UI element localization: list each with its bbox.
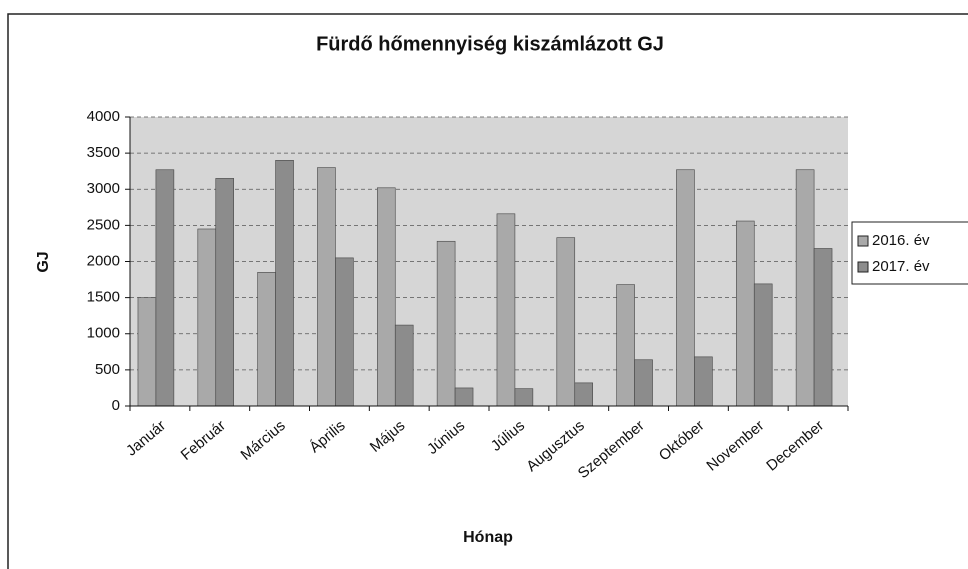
bar xyxy=(394,324,414,407)
y-axis-title: GJ xyxy=(35,251,52,272)
y-tick-label: 0 xyxy=(112,397,120,414)
bar xyxy=(317,167,336,407)
bar xyxy=(795,169,815,407)
bar xyxy=(275,160,294,407)
legend-box xyxy=(851,221,968,285)
y-tick-label: 1000 xyxy=(87,325,120,342)
bar xyxy=(454,387,474,407)
bar xyxy=(735,220,755,407)
legend-swatch xyxy=(857,261,869,273)
chart-title: Fürdő hőmennyiség kiszámlázott GJ xyxy=(316,33,664,55)
bar xyxy=(257,272,276,407)
bar xyxy=(155,169,175,407)
bar xyxy=(197,228,217,407)
y-tick-label: 3000 xyxy=(87,180,120,197)
x-axis-title: Hónap xyxy=(463,529,513,546)
y-tick-label: 1500 xyxy=(87,289,120,306)
bar xyxy=(514,388,534,407)
bar xyxy=(753,283,773,407)
bar xyxy=(634,359,653,407)
bar xyxy=(376,187,396,407)
bar xyxy=(496,213,516,407)
bar xyxy=(137,297,157,407)
bar xyxy=(215,178,235,407)
bar xyxy=(813,248,833,407)
y-tick-label: 4000 xyxy=(87,108,120,125)
bar xyxy=(694,356,713,407)
legend-label: 2016. év xyxy=(872,232,930,249)
y-tick-label: 2000 xyxy=(87,252,120,269)
bar xyxy=(335,257,354,407)
legend-label: 2017. év xyxy=(872,258,930,275)
y-tick-label: 3500 xyxy=(87,144,120,161)
bar xyxy=(676,169,695,407)
legend-swatch xyxy=(857,235,869,247)
bar xyxy=(616,284,635,407)
bar xyxy=(556,237,576,407)
bar xyxy=(436,240,456,407)
bar xyxy=(574,382,594,407)
y-tick-label: 2500 xyxy=(87,216,120,233)
y-tick-label: 500 xyxy=(95,361,120,378)
